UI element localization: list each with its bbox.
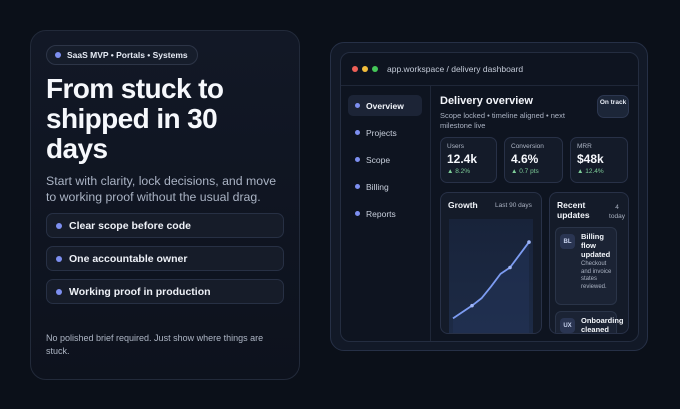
nav-dot-icon [355, 130, 360, 135]
page-title: Delivery overview [440, 95, 533, 107]
sidebar-item-scope[interactable]: Scope [348, 149, 422, 170]
sidebar: Overview Projects Scope Billing Reports [341, 86, 431, 341]
billing-update-icon: BL [560, 234, 575, 249]
close-light-icon[interactable] [352, 66, 358, 72]
stat-label: Conversion [511, 143, 544, 150]
sidebar-item-overview[interactable]: Overview [348, 95, 422, 116]
stat-label: Users [447, 143, 464, 150]
sidebar-item-label: Reports [366, 208, 396, 219]
tag-dot-icon [55, 52, 61, 58]
hero-lead: Start with clarity, lock decisions, and … [46, 174, 277, 204]
update-item[interactable]: BL Billing flow updated Checkout and inv… [555, 227, 617, 305]
feature-item: One accountable owner [46, 246, 284, 271]
dashboard-window: app.workspace / delivery dashboard Overv… [340, 52, 639, 342]
update-title: Onboarding cleaned up [581, 316, 624, 334]
growth-point [470, 303, 474, 308]
update-title: Billing flow updated [581, 232, 611, 259]
maximize-light-icon[interactable] [372, 66, 378, 72]
growth-chart-area [449, 219, 533, 333]
dashboard-frame: app.workspace / delivery dashboard Overv… [330, 42, 648, 351]
stat-label: MRR [577, 143, 592, 150]
stat-delta: ▲ 8.2% [447, 168, 471, 175]
feature-item: Clear scope before code [46, 213, 284, 238]
ux-update-icon: UX [560, 318, 575, 333]
update-desc: Checkout and invoice states reviewed. [581, 261, 612, 290]
bullet-dot-icon [56, 255, 62, 262]
updates-card: Recent updates 4 today BL Billing flow u… [549, 192, 629, 334]
bullet-dot-icon [56, 222, 62, 229]
sidebar-item-projects[interactable]: Projects [348, 122, 422, 143]
hero-card: SaaS MVP • Portals • Systems From stuck … [30, 30, 300, 380]
growth-point [508, 265, 512, 270]
stat-delta: ▲ 12.4% [577, 168, 604, 175]
page-subtitle: Scope locked • timeline aligned • next m… [440, 111, 565, 130]
sidebar-item-label: Projects [366, 127, 397, 138]
growth-series-line [452, 241, 530, 320]
growth-card: Growth Last 90 days [440, 192, 542, 334]
bullet-dot-icon [56, 288, 62, 295]
status-badge: On track [597, 95, 629, 118]
nav-dot-icon [355, 211, 360, 216]
feature-label: Working proof in production [69, 285, 211, 298]
category-tag: SaaS MVP • Portals • Systems [46, 45, 198, 65]
feature-label: Clear scope before code [69, 219, 191, 232]
sidebar-item-reports[interactable]: Reports [348, 203, 422, 224]
window-titlebar: app.workspace / delivery dashboard [341, 53, 638, 86]
stat-delta: ▲ 0.7 pts [511, 168, 539, 175]
growth-range: Last 90 days [495, 202, 532, 209]
stat-value: $48k [577, 152, 604, 166]
stat-card-users: Users 12.4k ▲ 8.2% [440, 137, 497, 183]
updates-title: Recent updates [557, 200, 590, 220]
update-item[interactable]: UX Onboarding cleaned up [555, 311, 624, 334]
nav-dot-icon [355, 157, 360, 162]
category-tag-label: SaaS MVP • Portals • Systems [67, 50, 188, 60]
sidebar-item-label: Billing [366, 181, 389, 192]
feature-label: One accountable owner [69, 252, 188, 265]
sidebar-item-label: Scope [366, 154, 391, 165]
stat-card-mrr: MRR $48k ▲ 12.4% [570, 137, 628, 183]
stat-card-conversion: Conversion 4.6% ▲ 0.7 pts [504, 137, 563, 183]
address-text: app.workspace / delivery dashboard [387, 64, 524, 74]
updates-count: 4 today [609, 204, 625, 220]
growth-point [527, 240, 531, 244]
stat-value: 12.4k [447, 152, 478, 166]
hero-headline: From stuck to shipped in 30 days [46, 73, 224, 164]
sidebar-item-billing[interactable]: Billing [348, 176, 422, 197]
sidebar-item-label: Overview [366, 100, 404, 111]
growth-chart [452, 240, 531, 333]
feature-item: Working proof in production [46, 279, 284, 304]
dashboard-main: Delivery overview Scope locked • timelin… [440, 86, 638, 341]
minimize-light-icon[interactable] [362, 66, 368, 72]
nav-dot-icon [355, 184, 360, 189]
nav-dot-icon [355, 103, 360, 108]
growth-title: Growth [448, 200, 478, 210]
stat-value: 4.6% [511, 152, 539, 166]
hero-note: No polished brief required. Just show wh… [46, 333, 264, 356]
